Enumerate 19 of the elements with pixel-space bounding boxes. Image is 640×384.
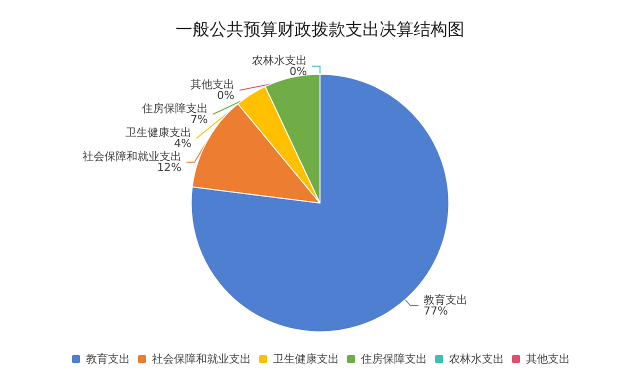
data-label: 7% <box>190 113 208 126</box>
legend-label: 农林水支出 <box>449 352 504 366</box>
slice-label: 卫生健康支出 <box>126 126 192 140</box>
legend-label: 社会保障和就业支出 <box>152 352 251 366</box>
chart-title: 一般公共预算财政拨款支出决算结构图 <box>176 20 464 39</box>
data-label: 12% <box>156 161 182 174</box>
text: 0% <box>290 65 307 78</box>
legend-label: 其他支出 <box>526 352 570 366</box>
slice-label: 住房保障支出 <box>142 102 208 116</box>
legend-label: 教育支出 <box>86 352 130 366</box>
legend-label: 住房保障支出 <box>361 352 427 366</box>
legend-label: 卫生健康支出 <box>273 352 339 366</box>
category-label: 农林水支出 <box>252 54 307 68</box>
slice-label: 社会保障和就业支出 <box>82 150 182 164</box>
category-label: 其他支出 <box>190 78 234 92</box>
slice-label: 教育支出 <box>423 294 468 307</box>
data-label: 4% <box>174 137 192 150</box>
data-label: 77% <box>423 304 448 318</box>
text: 0% <box>217 89 234 102</box>
